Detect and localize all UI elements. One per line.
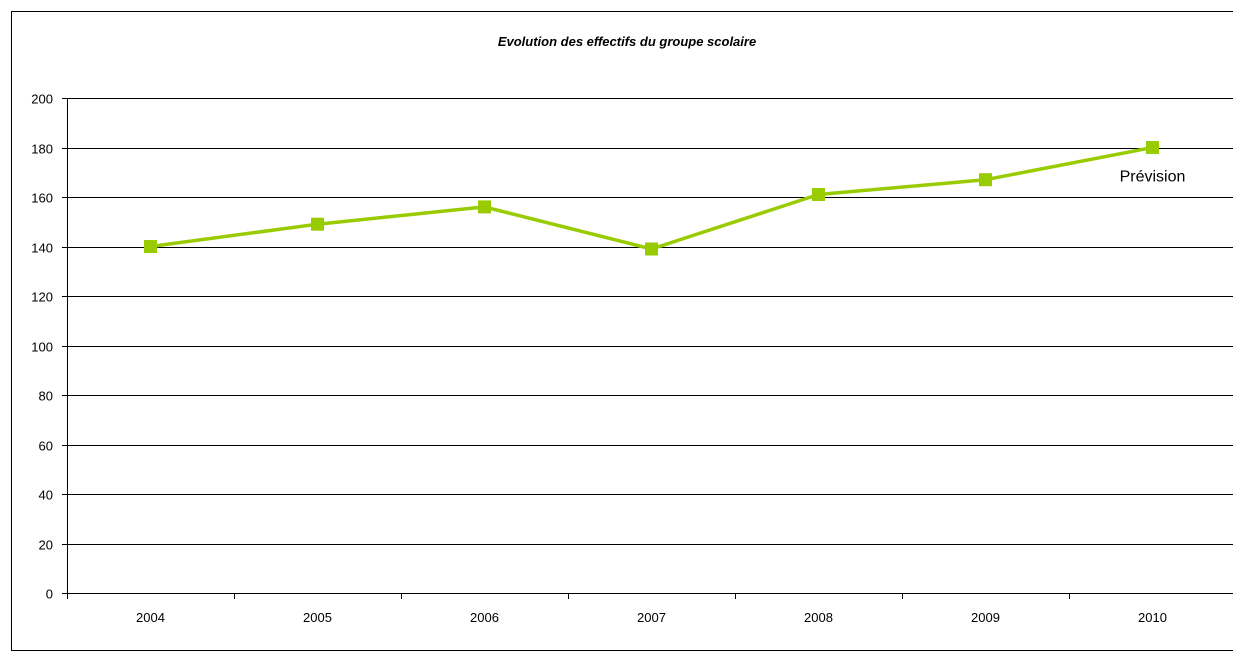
y-tick-label-40: 40 bbox=[39, 488, 53, 503]
data-point-2006 bbox=[478, 200, 491, 214]
y-tick-label-0: 0 bbox=[46, 587, 53, 602]
x-tick-label-2007: 2007 bbox=[637, 610, 666, 625]
x-axis-tick-labels: 2004 2005 2006 2007 2008 2009 2010 bbox=[136, 610, 1167, 625]
y-tick-label-160: 160 bbox=[31, 191, 53, 206]
y-axis-tick-labels: 0 20 40 60 80 100 120 140 160 180 200 bbox=[31, 92, 53, 602]
chart-title: Evolution des effectifs du groupe scolai… bbox=[498, 34, 756, 49]
x-tick-label-2009: 2009 bbox=[971, 610, 1000, 625]
y-tick-label-80: 80 bbox=[39, 389, 53, 404]
y-tick-label-100: 100 bbox=[31, 340, 53, 355]
annotation-label-0: Prévision bbox=[1120, 169, 1186, 186]
y-tick-label-180: 180 bbox=[31, 142, 53, 157]
data-point-2004 bbox=[144, 240, 157, 253]
y-tick-label-120: 120 bbox=[31, 290, 53, 305]
y-tick-label-140: 140 bbox=[31, 241, 53, 256]
data-point-2007 bbox=[645, 242, 658, 256]
x-tick-label-2004: 2004 bbox=[136, 610, 165, 625]
data-point-2005 bbox=[311, 217, 324, 231]
y-tick-label-20: 20 bbox=[39, 538, 53, 553]
data-point-2009 bbox=[979, 173, 992, 187]
x-tick-label-2008: 2008 bbox=[804, 610, 833, 625]
data-series bbox=[144, 141, 1159, 256]
gridlines bbox=[67, 98, 1233, 545]
y-tick-label-200: 200 bbox=[31, 92, 53, 107]
series-line-0 bbox=[150, 145, 1153, 251]
x-tick-label-2006: 2006 bbox=[470, 610, 499, 625]
y-tick-label-60: 60 bbox=[39, 439, 53, 454]
x-tick-label-2005: 2005 bbox=[303, 610, 332, 625]
data-point-2008 bbox=[812, 188, 825, 201]
x-tick-label-2010: 2010 bbox=[1138, 610, 1167, 625]
data-point-2010 bbox=[1146, 141, 1159, 154]
annotations: Prévision bbox=[1120, 169, 1186, 186]
axes bbox=[62, 98, 1233, 599]
